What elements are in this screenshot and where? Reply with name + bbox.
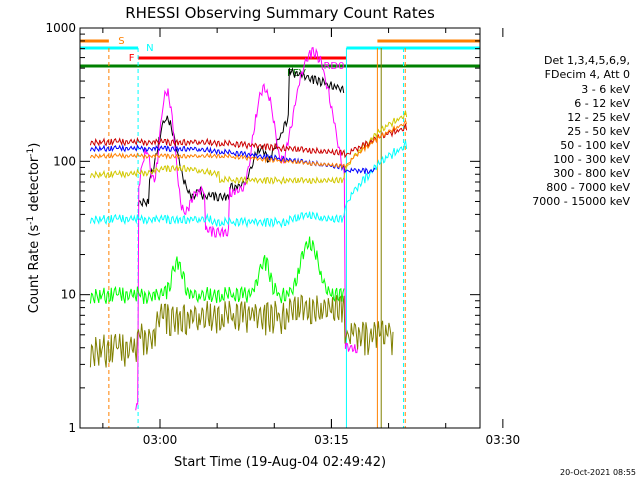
series-25-50kev [89,139,408,229]
x-axis-label: Start Time (19-Aug-04 02:49:42) [174,455,386,470]
legend-entry: 800 - 7000 keV [546,181,630,194]
chart-title: RHESSI Observing Summary Count Rates [125,4,435,22]
axis-ticks [80,27,504,429]
legend-entry: 12 - 25 keV [567,111,630,124]
series-lines [89,46,408,411]
flag-label-f: F [129,53,135,64]
legend-entry: 100 - 300 keV [553,153,630,166]
legend-entry: 7000 - 15000 keV [532,195,630,208]
x-tick-label: 03:00 [143,433,178,447]
y-tick-label: 10 [61,288,76,302]
y-tick-labels: 1 10 100 1000 [45,21,76,435]
x-tick-label: 03:30 [486,433,521,447]
series-3-6kev [137,67,345,208]
flag-bars: S NF RD0 FEV [80,36,480,79]
legend-entry: 50 - 100 keV [560,139,630,152]
flag-label-rd0: RD0 [323,61,344,72]
legend-entry: 25 - 50 keV [567,125,630,138]
legend-header-line-2: FDecim 4, Att 0 [545,68,630,81]
series-6-12kev [135,46,359,411]
legend-header-line-1: Det 1,3,4,5,6,9, [544,54,630,67]
y-axis-label: Count Rate (s-1 detector-1) [26,143,42,314]
series-7000-15000kev [89,294,394,368]
x-tick-label: 03:15 [314,433,349,447]
y-tick-label: 100 [53,154,76,168]
series-12-25kev [89,236,345,305]
y-tick-label: 1000 [45,21,76,35]
legend-entry: 3 - 6 keV [581,83,630,96]
y-tick-label: 1 [68,421,76,435]
series-100-300kev [89,122,408,159]
legend-entry: 6 - 12 keV [574,97,630,110]
flag-label-fev: FEV [287,68,306,79]
flag-label-n: N [146,43,153,54]
legend-entry: 300 - 800 keV [553,167,630,180]
vertical-markers [108,48,406,428]
flag-label-s: S [118,36,124,47]
plot-frame [79,27,481,429]
footer-date: 20-Oct-2021 08:55 [560,468,636,477]
series-800-7000kev [89,119,408,170]
